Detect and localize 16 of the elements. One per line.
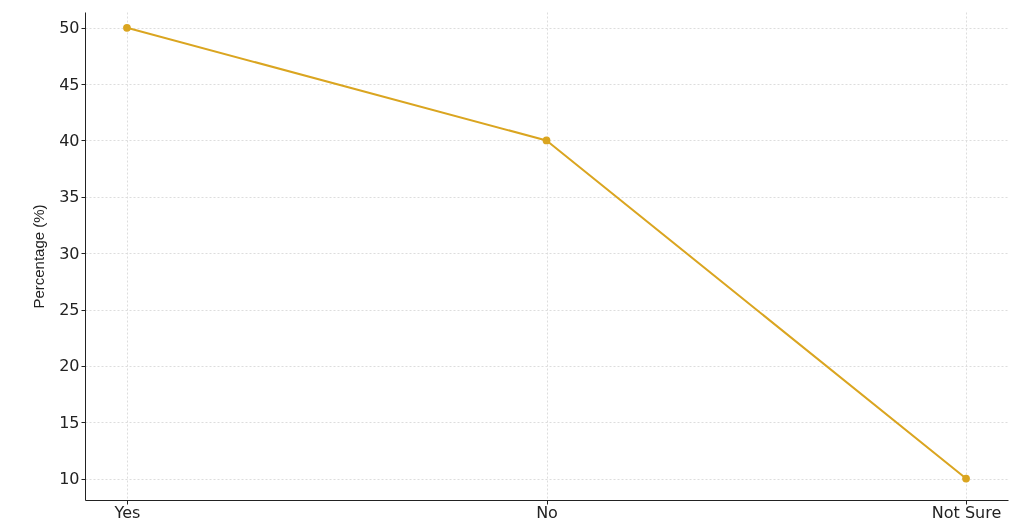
y-tick-label: 20 (59, 356, 80, 376)
y-tick-label: 35 (59, 187, 80, 207)
x-tick-label: No (536, 502, 558, 522)
y-tick-label: 50 (59, 18, 80, 38)
point (962, 474, 970, 483)
y-tick-label: 40 (59, 130, 80, 150)
y-tick-label: 45 (59, 74, 80, 94)
x-tick-label: Not Sure (931, 502, 1002, 522)
point (542, 136, 551, 145)
y-tick-label: 15 (59, 412, 80, 432)
point (123, 23, 131, 32)
y-tick-label: 30 (59, 243, 80, 263)
y-axis-title: Percentage (%) (30, 204, 48, 309)
y-tick-label: 10 (59, 469, 80, 489)
y-tick-label: 25 (59, 300, 80, 320)
x-tick-label: Yes (113, 502, 141, 522)
